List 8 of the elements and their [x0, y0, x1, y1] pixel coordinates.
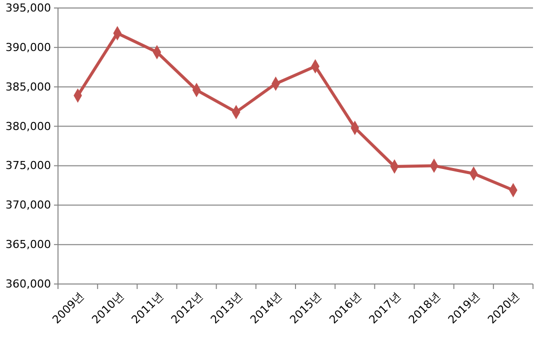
y-tick-label: 390,000: [6, 40, 51, 54]
y-tick-label: 375,000: [6, 159, 51, 172]
y-tick-label: 365,000: [6, 238, 51, 252]
y-tick-label: 360,000: [6, 278, 51, 291]
y-tick-label: 395,000: [6, 2, 51, 15]
y-tick-label: 380,000: [6, 120, 51, 133]
y-tick-label: 370,000: [6, 198, 51, 212]
y-tick-label: 385,000: [6, 80, 51, 94]
